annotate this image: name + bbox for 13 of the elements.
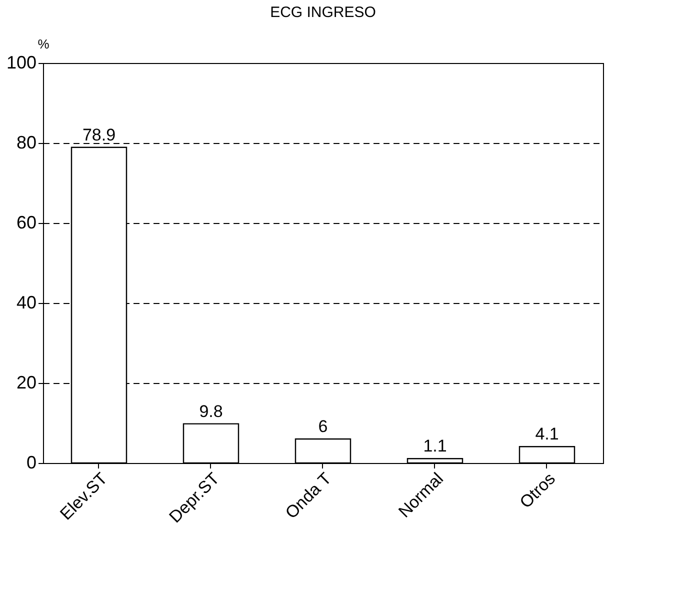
y-tick-label: 60: [16, 212, 36, 232]
y-tick-label: 40: [16, 292, 36, 312]
data-label: 6: [318, 417, 328, 436]
y-tick-label: 80: [16, 132, 36, 152]
y-tick-label: 0: [26, 452, 36, 472]
y-axis-title: %: [38, 36, 50, 52]
data-label: 4.1: [535, 424, 559, 444]
data-label: 9.8: [199, 402, 223, 421]
y-tick-label: 100: [6, 52, 36, 72]
y-tick-label: 20: [16, 372, 36, 392]
data-label: 78.9: [82, 125, 116, 144]
data-label: 1.1: [423, 436, 447, 456]
chart-title: ECG INGRESO: [270, 4, 376, 21]
